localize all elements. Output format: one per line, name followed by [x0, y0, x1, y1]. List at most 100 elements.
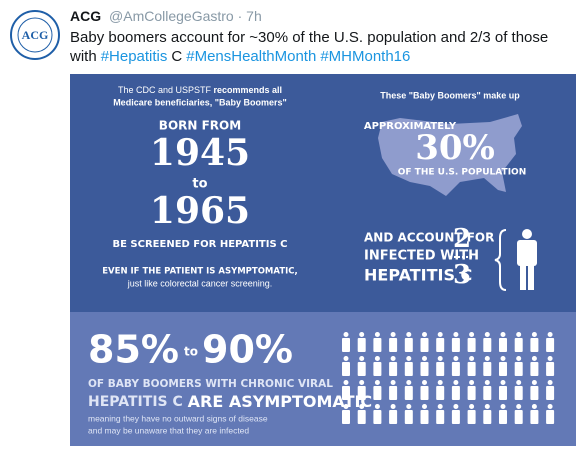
person — [436, 380, 445, 400]
person — [357, 332, 366, 352]
high-percent: 90% — [202, 328, 293, 372]
person — [530, 332, 539, 352]
person — [467, 380, 476, 400]
person — [420, 356, 429, 376]
person — [499, 356, 507, 376]
person — [420, 332, 429, 352]
bottom-emphasis: ARE ASYMPTOMATIC — [188, 392, 373, 411]
person — [499, 332, 507, 352]
person — [357, 380, 366, 400]
person — [467, 332, 476, 352]
tweet-time[interactable]: · 7h — [237, 8, 262, 24]
year-end: 1965 — [150, 190, 250, 232]
bottom-note: and may be unaware that they are infecte… — [88, 425, 249, 435]
person — [483, 404, 492, 424]
brace — [494, 229, 507, 291]
even-if-text: EVEN IF THE PATIENT IS ASYMPTOMATIC, — [102, 267, 298, 277]
tweet-text: Baby boomers account for ~30% of the U.S… — [70, 28, 570, 66]
person — [342, 380, 350, 400]
person — [342, 332, 350, 352]
hashtag[interactable]: #Hepatitis — [100, 48, 168, 65]
person — [514, 380, 523, 400]
people-grid — [342, 332, 555, 424]
intro-text: Medicare beneficiaries, "Baby Boomers" — [113, 97, 287, 107]
denominator: 3 — [453, 260, 471, 290]
intro-bold: recommends all — [214, 85, 283, 95]
hashtag[interactable]: #MensHealthMonth — [186, 48, 317, 65]
account-text: AND ACCOUNT FOR — [364, 231, 494, 245]
person — [373, 356, 382, 376]
person — [451, 332, 460, 352]
person — [483, 332, 492, 352]
person — [546, 404, 555, 424]
person — [530, 356, 539, 376]
avatar-inner-ring — [17, 17, 53, 53]
person — [546, 332, 555, 352]
person — [373, 380, 382, 400]
person — [483, 356, 492, 376]
person — [546, 356, 555, 376]
person — [373, 404, 382, 424]
just-like-text: just like colorectal cancer screening. — [127, 278, 273, 288]
person — [404, 356, 413, 376]
year-start: 1945 — [150, 132, 250, 174]
to-text: to — [184, 345, 198, 359]
hashtag[interactable]: #MHMonth16 — [320, 48, 411, 65]
population-text: OF THE U.S. POPULATION — [398, 168, 526, 178]
svg-text:HEPATITIS C ARE ASYMPTOMATIC: HEPATITIS C ARE ASYMPTOMATIC — [88, 392, 372, 411]
to-text: to — [192, 177, 207, 192]
svg-text:The CDC and USPSTF recommends: The CDC and USPSTF recommends all — [118, 85, 282, 95]
avatar-text: ACG — [22, 28, 49, 42]
account-text: INFECTED WITH — [364, 249, 479, 264]
person — [483, 380, 492, 400]
tweet-text-part: Baby boomers account for ~30% of the U.S… — [70, 29, 549, 65]
person — [404, 404, 413, 424]
person — [389, 404, 398, 424]
intro-text: The CDC and USPSTF — [118, 85, 212, 95]
person — [357, 404, 366, 424]
person — [514, 332, 523, 352]
low-percent: 85% — [88, 328, 179, 372]
person — [514, 356, 523, 376]
person — [404, 380, 413, 400]
person — [389, 332, 398, 352]
person — [546, 380, 555, 400]
avatar[interactable]: ACG — [10, 10, 60, 60]
person-icon — [517, 229, 537, 290]
person — [530, 404, 539, 424]
person — [436, 404, 445, 424]
person — [357, 356, 366, 376]
person — [499, 404, 507, 424]
account-text: HEPATITIS C — [364, 266, 472, 285]
person — [420, 404, 429, 424]
bottom-panel — [70, 312, 576, 446]
infographic[interactable]: The CDC and USPSTF recommends all Medica… — [70, 74, 576, 446]
person — [451, 356, 460, 376]
bottom-line: OF BABY BOOMERS WITH CHRONIC VIRAL — [88, 378, 333, 390]
bottom-note: meaning they have no outward signs of di… — [88, 413, 268, 423]
person — [451, 380, 460, 400]
person — [530, 380, 539, 400]
person — [373, 332, 382, 352]
top-panel — [70, 74, 576, 312]
author-name[interactable]: ACG — [70, 8, 102, 24]
author-handle[interactable]: @AmCollegeGastro — [109, 8, 234, 24]
person — [451, 404, 460, 424]
person — [389, 356, 398, 376]
us-map — [378, 114, 522, 196]
person — [342, 356, 350, 376]
percent-text: 30% — [415, 128, 495, 168]
person — [436, 356, 445, 376]
person — [514, 404, 523, 424]
tweet-text-part: C — [171, 48, 183, 65]
person — [467, 356, 476, 376]
person — [499, 380, 507, 400]
person — [389, 380, 398, 400]
tweet-header: ACG @AmCollegeGastro · 7h — [70, 8, 262, 24]
screened-text: BE SCREENED FOR HEPATITIS C — [112, 239, 287, 250]
bottom-line: HEPATITIS C — [88, 394, 183, 410]
born-from: BORN FROM — [159, 119, 241, 133]
person — [404, 332, 413, 352]
approx-text: APPROXIMATELY — [364, 121, 457, 132]
person — [436, 332, 445, 352]
